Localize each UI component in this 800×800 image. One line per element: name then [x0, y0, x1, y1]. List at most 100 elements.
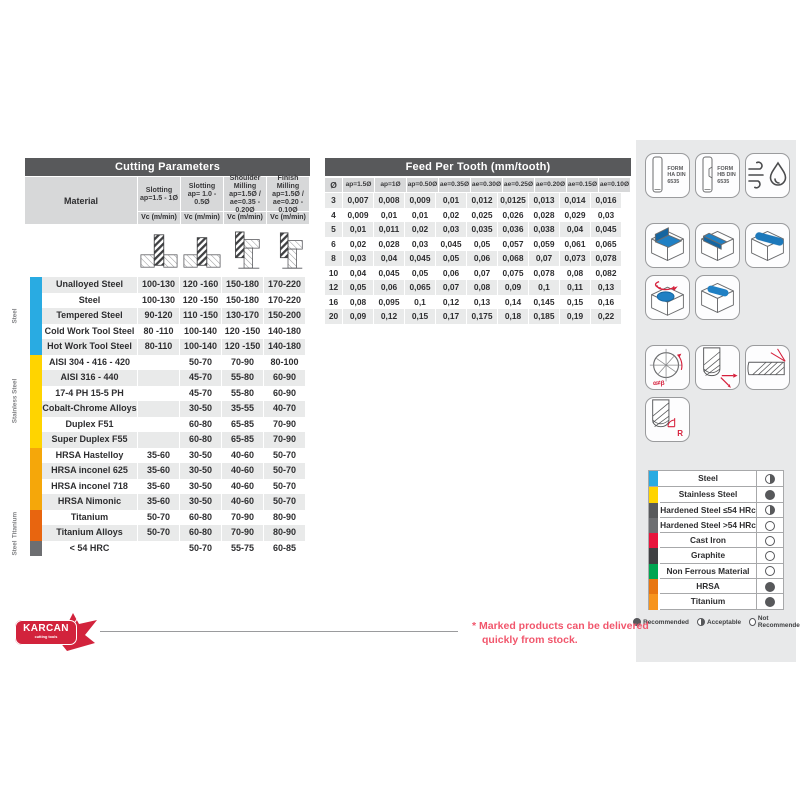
feed-value: 0,06: [435, 265, 466, 280]
feed-value: 0,22: [590, 309, 621, 324]
feed-value: 0,04: [559, 222, 590, 237]
compatibility-material-name: Hardened Steel ≤54 HRc: [660, 504, 756, 515]
vc-value: 30-50: [179, 478, 221, 494]
compatibility-material-name: Hardened Steel >54 HRc: [660, 519, 756, 530]
compatibility-row: Non Ferrous Material: [649, 562, 783, 580]
cutting-row: AISI 316 - 440 45-70 55-80 60-90: [42, 370, 310, 386]
vc-value: 70-90: [221, 525, 263, 541]
cutting-row: AISI 304 - 416 - 420 50-70 70-90 80-100: [42, 354, 310, 370]
vc-value: 110 -150: [179, 308, 221, 324]
feed-value: 0,15: [404, 309, 435, 324]
stock-note: * Marked products can be delivered quick…: [472, 619, 649, 647]
feed-value: 0,01: [435, 193, 466, 208]
feed-column-header: ae=0.30Ø: [471, 178, 502, 192]
legend-not-recommended-icon: [749, 618, 756, 626]
vc-value: 40-60: [221, 463, 263, 479]
header-line: ap=1.5Ø /: [272, 190, 304, 198]
legend-label: Recommended: [643, 618, 689, 626]
shank-hb-glyph: [702, 156, 713, 193]
cutting-parameters-header: Material Slotting ap=1.5 - 1Ø Slotting ap= …: [25, 174, 310, 224]
vc-value: 80-90: [263, 509, 305, 525]
feed-value: 0,08: [342, 294, 373, 309]
feed-column-header: ap=0.50Ø: [407, 178, 438, 192]
diameter-value: 16: [328, 296, 339, 307]
material-color-chip: [649, 533, 660, 549]
feed-value: 0,009: [404, 193, 435, 208]
cutting-row: HRSA inconel 625 35-60 30-50 40-60 50-70: [42, 463, 310, 479]
compatibility-row: Hardened Steel ≤54 HRc: [649, 501, 783, 518]
feed-row: 10 0,04 0,045 0,05 0,06 0,07 0,075 0,078 0,08 0,0…: [325, 265, 631, 280]
rating-acceptable-icon: [765, 505, 775, 516]
form-ha-icon: FORM HA DIN 6535: [645, 153, 690, 198]
karcan-logo: KARCAN cutting tools: [15, 611, 105, 655]
vc-value: 120 -150: [221, 323, 263, 339]
vc-value: 100-140: [179, 339, 221, 355]
cutting-row: Titanium Alloys 50-70 60-80 70-90 80-90: [42, 525, 310, 541]
feed-value: 0,12: [435, 294, 466, 309]
feed-value: 0,1: [404, 294, 435, 309]
feed-column-header: ae=0.20Ø: [535, 178, 566, 192]
material-name: HRSA inconel 718: [51, 480, 128, 491]
material-header-cell: Material: [25, 177, 137, 224]
slotting-diagram-icon: [138, 225, 180, 277]
vc-value: 170-220: [263, 292, 305, 308]
material-name: HRSA Nimonic: [42, 494, 137, 510]
cutting-row: Steel 100-130 120 -150 150-180 170-220: [42, 292, 310, 308]
material-compatibility-table: Steel Stainless Steel Hardened Steel ≤54 H…: [648, 470, 784, 610]
vc-value: 150-180: [221, 292, 263, 308]
vc-value: 120 -150: [221, 339, 263, 355]
feed-value: 0,11: [559, 280, 590, 295]
stock-note-line1: * Marked products can be delivered: [472, 620, 649, 632]
slotting-shallow-diagram-icon: [181, 225, 223, 277]
feed-value: 0,028: [373, 236, 404, 251]
feed-value: 0,05: [404, 265, 435, 280]
feed-value: 0,029: [559, 207, 590, 222]
cutting-row: Cold Work Tool Steel 80 -110 100-140 120 -1…: [42, 323, 310, 339]
feed-value: 0,08: [466, 280, 497, 295]
vc-value: 70-90: [221, 354, 263, 370]
feed-value: 0,078: [590, 251, 621, 266]
compatibility-rating-cell: [756, 579, 783, 595]
feed-value: 0,13: [590, 280, 621, 295]
rating-not-recommended-icon: [765, 566, 775, 577]
feed-column-header: ae=0.15Ø: [567, 178, 598, 192]
feed-table-rows: 3 0,007 0,008 0,009 0,01 0,012 0,0125 0,013 0,01…: [325, 193, 631, 324]
feed-row: 16 0,08 0,095 0,1 0,12 0,13 0,14 0,145 0,15 0,16: [325, 294, 631, 309]
vc-value: 60-80: [179, 509, 221, 525]
endmill-helix-angle-icon: [745, 345, 790, 390]
feed-value: 0,02: [342, 236, 373, 251]
shoulder-milling-diagram-icon: [224, 225, 266, 277]
compatibility-material-name: Steel: [698, 473, 718, 483]
legend-recommended-icon: [633, 618, 642, 626]
feed-row: 5 0,01 0,011 0,02 0,03 0,035 0,036 0,038 0,04 0,0…: [325, 222, 631, 237]
feed-value: 0,04: [342, 265, 373, 280]
material-group-label: Steel: [11, 540, 19, 556]
vc-value: 40-70: [263, 401, 305, 417]
material-name: Steel: [78, 294, 101, 305]
material-group-bar: [30, 277, 42, 355]
compatibility-row: Stainless Steel: [649, 486, 783, 503]
feed-value: 0,012: [466, 193, 497, 208]
compatibility-rating-cell: [756, 594, 783, 610]
feed-value: 0,13: [466, 294, 497, 309]
material-color-chip: [649, 579, 660, 595]
vc-unit-cell: Vc (m/min): [267, 212, 309, 224]
vc-value: 50-70: [137, 525, 179, 541]
closed-pocket-feature-icon: [695, 275, 740, 320]
cutting-row: Cobalt-Chrome Alloys 30-50 35-55 40-70: [42, 401, 310, 417]
finish-milling-diagram-icon: [267, 225, 309, 277]
material-group-bar: [30, 509, 42, 541]
rating-recommended-icon: [765, 489, 775, 500]
compatibility-row: Titanium: [649, 593, 783, 610]
feed-value: 0,06: [373, 280, 404, 295]
feed-value: 0,15: [559, 294, 590, 309]
cutting-row: Tempered Steel 90-120 110 -150 130-170 150-2…: [42, 308, 310, 324]
diameter-value: 8: [325, 251, 342, 266]
feed-value: 0,016: [590, 193, 621, 208]
feed-value: 0,05: [435, 251, 466, 266]
feed-value: 0,07: [466, 265, 497, 280]
vc-value: 45-70: [179, 370, 221, 386]
header-line: Slotting: [145, 186, 173, 194]
logo-subtitle: cutting tools: [34, 635, 58, 639]
